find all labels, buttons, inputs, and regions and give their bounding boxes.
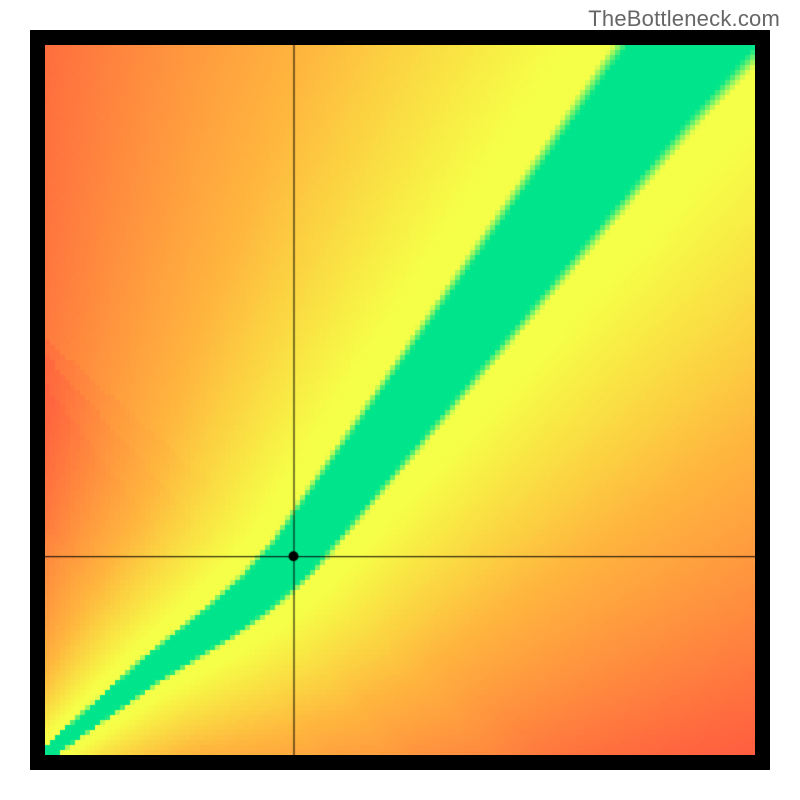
crosshair-overlay <box>45 45 755 755</box>
watermark-text: TheBottleneck.com <box>588 6 780 32</box>
plot-inner <box>45 45 755 755</box>
root-container: TheBottleneck.com <box>0 0 800 800</box>
plot-black-frame <box>30 30 770 770</box>
